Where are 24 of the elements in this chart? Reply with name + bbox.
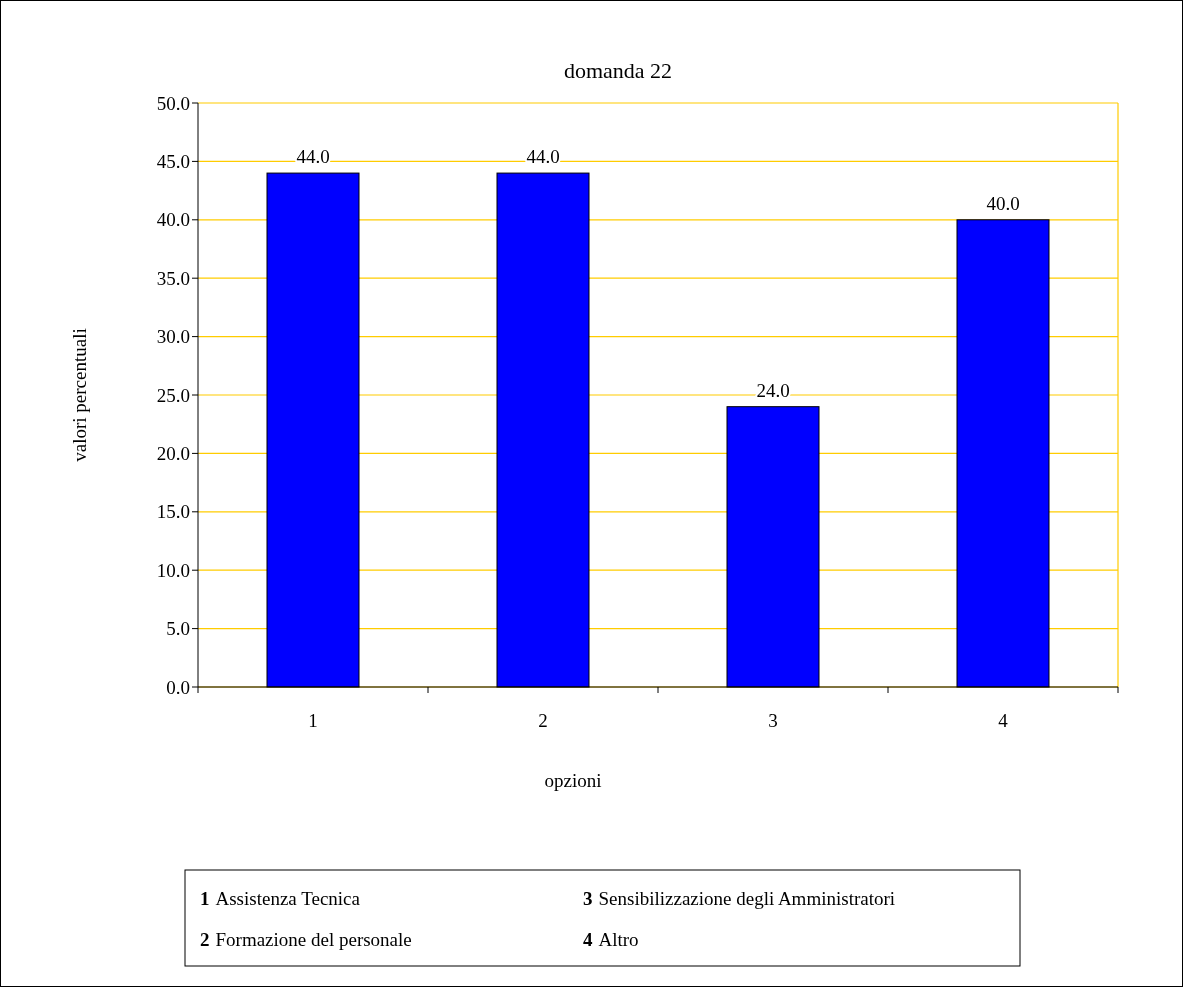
y-tick-label: 20.0 xyxy=(156,443,190,465)
text: 3 Sensibilizzazione degli Amministratori xyxy=(583,888,896,909)
x-tick-label: 1 xyxy=(308,710,318,731)
chart-title: domanda 22 xyxy=(563,58,673,83)
text: 1 Assistenza Tecnica xyxy=(200,888,361,909)
y-tick-label: 5.0 xyxy=(166,618,190,640)
x-tick-label: 2 xyxy=(538,710,548,731)
x-tick-label: 3 xyxy=(768,710,778,731)
text: 2 Formazione del personale xyxy=(200,929,412,950)
x-tick-label: 4 xyxy=(998,710,1009,731)
y-tick-label: 0.0 xyxy=(166,676,190,698)
y-tick-label: 40.0 xyxy=(156,209,190,231)
y-tick-label: 10.0 xyxy=(156,559,190,581)
text: 4 Altro xyxy=(583,929,639,950)
y-tick-label: 35.0 xyxy=(156,267,190,289)
data-label: 40.0 xyxy=(986,192,1020,214)
y-tick-label: 30.0 xyxy=(156,326,190,348)
data-label: 24.0 xyxy=(756,379,790,401)
y-tick-label: 50.0 xyxy=(156,92,190,114)
y-tick-label: 25.0 xyxy=(156,384,190,406)
y-axis-title: valori percentuali xyxy=(69,328,90,462)
x-axis-title: opzioni xyxy=(544,770,602,791)
y-tick-label: 45.0 xyxy=(156,151,190,173)
y-tick-label: 15.0 xyxy=(156,501,190,523)
